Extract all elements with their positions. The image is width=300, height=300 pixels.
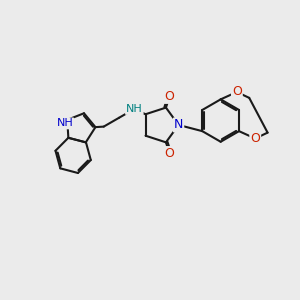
Text: O: O (165, 90, 175, 103)
Text: NH: NH (126, 104, 143, 114)
Text: NH: NH (56, 118, 73, 128)
Text: O: O (232, 85, 242, 98)
Text: O: O (165, 147, 175, 160)
Text: O: O (250, 132, 260, 145)
Text: N: N (174, 118, 183, 131)
